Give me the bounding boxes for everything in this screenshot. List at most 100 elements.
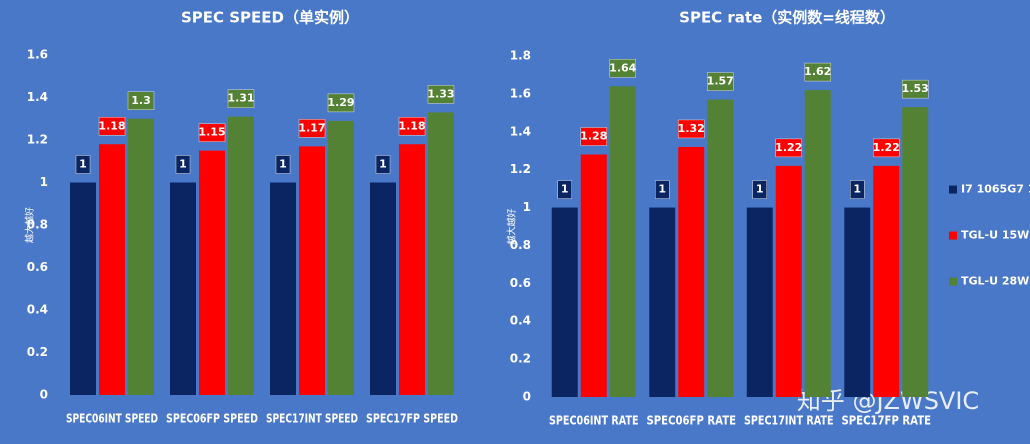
data-label-box <box>873 138 900 158</box>
data-label: 1.28 <box>580 130 607 143</box>
data-label-box <box>580 127 607 146</box>
bar <box>199 150 225 395</box>
bar <box>99 144 125 395</box>
y-tick-label: 0.6 <box>27 260 48 274</box>
chart-title: SPEC SPEED（单实例） <box>181 9 359 27</box>
legend-label: TGL-U 15W <box>961 229 1029 242</box>
data-label-box <box>427 85 455 104</box>
data-label-box <box>707 72 734 91</box>
x-tick-label: SPEC17FP SPEED <box>366 412 458 426</box>
bar <box>370 182 396 395</box>
bar <box>551 207 578 397</box>
data-label-box <box>375 155 391 174</box>
data-label-box <box>850 180 865 199</box>
bar <box>804 90 831 397</box>
data-label-box <box>678 119 705 139</box>
data-label-box <box>804 62 831 82</box>
y-tick-label: 0 <box>523 390 531 404</box>
data-label: 1.18 <box>98 119 125 132</box>
y-tick-label: 0.2 <box>27 345 48 359</box>
data-label-box <box>98 117 126 136</box>
data-label: 1 <box>756 183 764 196</box>
y-tick-label: 1 <box>523 200 531 214</box>
data-label: 1.53 <box>902 82 929 95</box>
bar <box>170 182 196 395</box>
data-label: 1 <box>379 158 387 171</box>
data-label: 1.22 <box>873 141 900 154</box>
legend-swatch <box>949 277 957 286</box>
y-tick-label: 0.6 <box>510 276 531 290</box>
data-label: 1.18 <box>398 119 425 132</box>
data-label-box <box>298 119 326 138</box>
data-label-box <box>775 138 802 158</box>
data-label: 1.57 <box>707 75 734 88</box>
data-label: 1.64 <box>609 61 636 74</box>
chart-title: SPEC rate（实例数=线程数） <box>679 9 895 27</box>
x-tick-label: SPEC17INT SPEED <box>266 412 358 426</box>
data-label: 1 <box>179 158 187 171</box>
data-label: 1.15 <box>198 126 225 139</box>
bar <box>428 112 454 395</box>
bar <box>775 165 802 397</box>
x-tick-label: SPEC06INT RATE <box>549 414 639 428</box>
legend-swatch <box>949 185 957 194</box>
bar <box>649 207 676 397</box>
x-tick-label: SPEC06FP RATE <box>647 414 737 428</box>
data-label-box <box>127 91 155 110</box>
data-label: 1.33 <box>427 87 454 100</box>
data-label: 1 <box>279 158 287 171</box>
bar <box>70 182 96 395</box>
bar <box>399 144 425 395</box>
y-tick-label: 1.4 <box>27 90 48 104</box>
y-tick-label: 1.8 <box>510 49 531 63</box>
data-label-box <box>175 155 191 174</box>
legend-swatch <box>949 231 957 240</box>
data-label: 1.31 <box>227 92 254 105</box>
data-label: 1.29 <box>327 96 354 109</box>
bar <box>902 107 929 398</box>
data-label-box <box>198 123 226 142</box>
bar <box>746 207 773 397</box>
bar <box>844 207 871 397</box>
data-label: 1.17 <box>298 121 325 134</box>
data-label: 1.62 <box>804 65 831 78</box>
data-label: 1.3 <box>131 94 151 107</box>
bar <box>328 120 354 395</box>
x-tick-label: SPEC17INT RATE <box>744 414 834 428</box>
y-tick-label: 1.2 <box>27 133 48 147</box>
y-axis-label: 越大越好 <box>24 207 36 243</box>
bar <box>873 165 900 397</box>
x-tick-label: SPEC17FP RATE <box>842 414 932 428</box>
data-label-box <box>752 180 767 199</box>
y-tick-label: 0.4 <box>510 314 531 328</box>
data-label: 1 <box>561 183 569 196</box>
x-tick-label: SPEC06INT SPEED <box>66 412 158 426</box>
data-label-box <box>275 155 291 174</box>
bar <box>580 154 607 397</box>
data-label-box <box>609 59 636 78</box>
y-tick-label: 0.8 <box>27 218 48 232</box>
y-tick-label: 1.2 <box>510 162 531 176</box>
data-label-box <box>327 93 355 113</box>
bar <box>128 118 154 395</box>
y-tick-label: 0.8 <box>510 238 531 252</box>
y-tick-label: 0 <box>40 388 48 402</box>
bar <box>228 116 254 395</box>
bar <box>707 99 734 398</box>
y-axis-label: 越大越好 <box>506 208 518 244</box>
data-label-box <box>557 180 572 199</box>
bar <box>270 182 296 395</box>
bar <box>678 146 705 397</box>
y-tick-label: 1.6 <box>27 48 48 62</box>
data-label: 1 <box>853 183 861 196</box>
data-label-box <box>655 180 670 199</box>
legend-label: TGL-U 28W <box>961 275 1029 288</box>
y-tick-label: 0.2 <box>510 352 531 366</box>
bar <box>299 146 325 395</box>
data-label: 1 <box>79 158 87 171</box>
data-label: 1.22 <box>775 141 802 154</box>
data-label-box <box>75 155 91 174</box>
x-tick-label: SPEC06FP SPEED <box>166 412 258 426</box>
bar <box>609 86 636 398</box>
